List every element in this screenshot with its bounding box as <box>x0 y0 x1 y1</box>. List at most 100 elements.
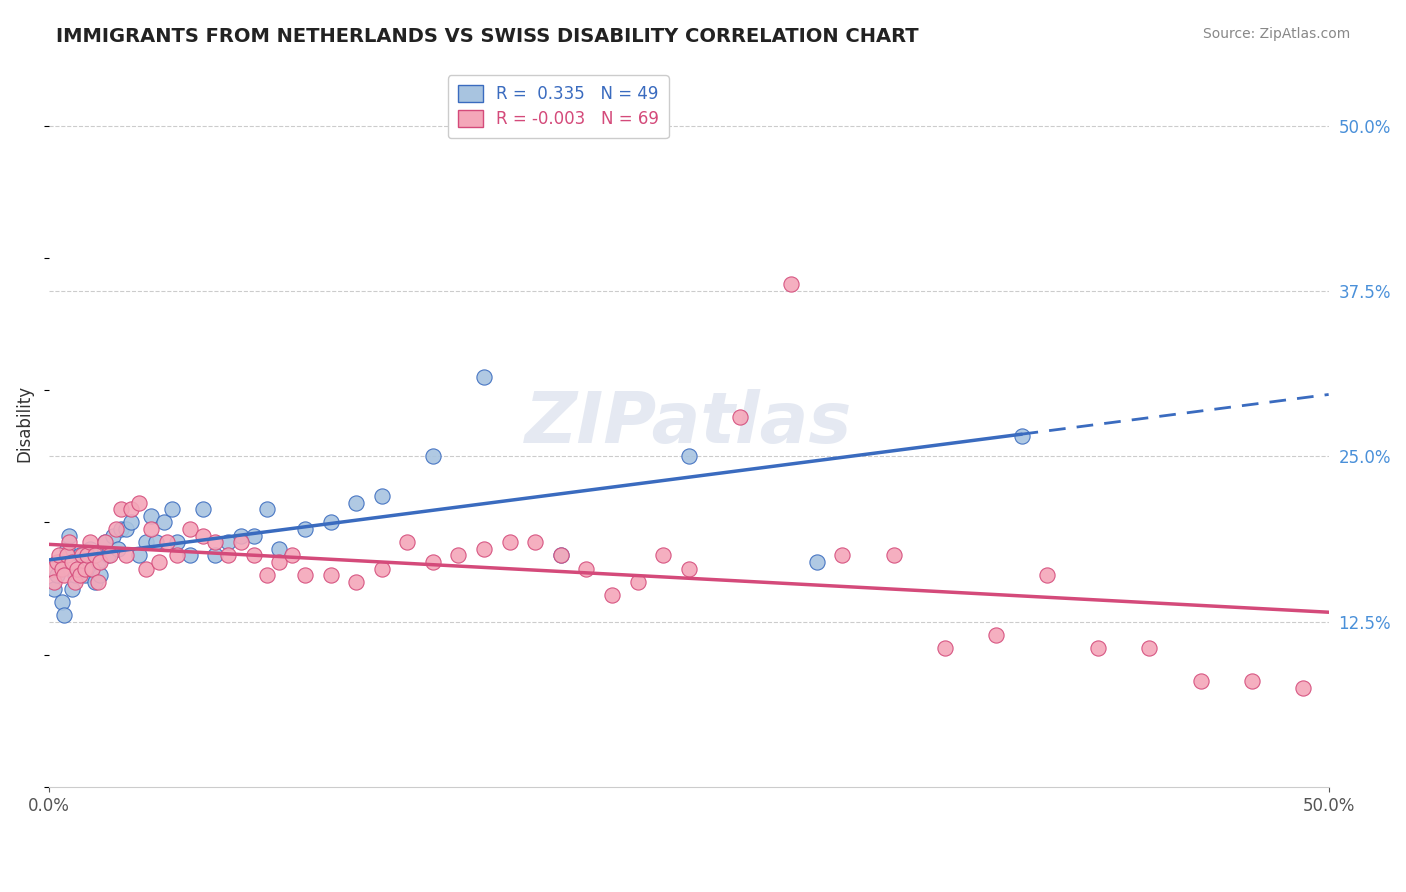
Point <box>42 582 65 596</box>
Legend: R =  0.335   N = 49, R = -0.003   N = 69: R = 0.335 N = 49, R = -0.003 N = 69 <box>447 75 669 138</box>
Point <box>269 555 291 569</box>
Point <box>229 535 252 549</box>
Point <box>370 562 392 576</box>
Point <box>60 582 83 596</box>
Point <box>294 522 316 536</box>
Point <box>204 549 226 563</box>
Point <box>934 640 956 655</box>
Point <box>76 549 98 563</box>
Point <box>104 522 127 536</box>
Point <box>107 541 129 556</box>
Point <box>73 562 96 576</box>
Point <box>883 549 905 563</box>
Point <box>56 541 79 556</box>
Point <box>41 562 63 576</box>
Point <box>472 541 495 556</box>
Point <box>100 549 122 563</box>
Point <box>422 450 444 464</box>
Point <box>984 628 1007 642</box>
Point <box>120 516 142 530</box>
Point <box>344 574 367 589</box>
Point <box>447 549 470 563</box>
Point <box>728 409 751 424</box>
Point <box>89 568 111 582</box>
Point <box>73 568 96 582</box>
Point <box>51 595 73 609</box>
Point <box>70 549 93 563</box>
Point <box>94 535 117 549</box>
Point <box>191 502 214 516</box>
Point <box>422 555 444 569</box>
Point <box>256 568 278 582</box>
Point <box>58 535 80 549</box>
Point <box>1189 674 1212 689</box>
Text: Source: ZipAtlas.com: Source: ZipAtlas.com <box>1202 27 1350 41</box>
Point <box>166 549 188 563</box>
Point <box>179 522 201 536</box>
Point <box>120 502 142 516</box>
Point <box>319 568 342 582</box>
Point <box>1087 640 1109 655</box>
Point <box>1292 681 1315 695</box>
Point <box>1011 429 1033 443</box>
Point <box>524 535 547 549</box>
Point <box>498 535 520 549</box>
Point <box>191 528 214 542</box>
Point <box>84 549 107 563</box>
Point <box>42 574 65 589</box>
Point <box>76 549 98 563</box>
Point <box>114 549 136 563</box>
Point <box>135 562 157 576</box>
Point <box>370 489 392 503</box>
Point <box>160 502 183 516</box>
Point <box>319 516 342 530</box>
Point <box>229 528 252 542</box>
Point <box>1139 640 1161 655</box>
Point <box>600 588 623 602</box>
Point <box>128 549 150 563</box>
Point <box>396 535 419 549</box>
Point <box>128 495 150 509</box>
Point <box>217 535 239 549</box>
Point <box>550 549 572 563</box>
Point <box>472 370 495 384</box>
Point <box>84 574 107 589</box>
Point <box>82 562 104 576</box>
Point <box>94 535 117 549</box>
Point <box>148 555 170 569</box>
Point <box>56 549 79 563</box>
Point <box>89 555 111 569</box>
Point <box>344 495 367 509</box>
Point <box>97 549 120 563</box>
Point <box>550 549 572 563</box>
Point <box>242 549 264 563</box>
Point <box>79 535 101 549</box>
Point <box>145 535 167 549</box>
Point <box>780 277 803 292</box>
Point <box>135 535 157 549</box>
Text: ZIPatlas: ZIPatlas <box>524 389 852 458</box>
Point <box>101 528 124 542</box>
Point <box>79 541 101 556</box>
Point <box>831 549 853 563</box>
Point <box>53 607 76 622</box>
Point <box>1240 674 1263 689</box>
Point <box>281 549 304 563</box>
Point <box>166 535 188 549</box>
Point <box>652 549 675 563</box>
Point <box>575 562 598 576</box>
Text: IMMIGRANTS FROM NETHERLANDS VS SWISS DISABILITY CORRELATION CHART: IMMIGRANTS FROM NETHERLANDS VS SWISS DIS… <box>56 27 920 45</box>
Point <box>51 562 73 576</box>
Point <box>141 508 163 523</box>
Point <box>110 522 132 536</box>
Point <box>45 568 67 582</box>
Point <box>110 502 132 516</box>
Point <box>179 549 201 563</box>
Point <box>156 535 179 549</box>
Point <box>114 522 136 536</box>
Point <box>69 568 91 582</box>
Point <box>153 516 176 530</box>
Point <box>82 562 104 576</box>
Point <box>69 549 91 563</box>
Point <box>204 535 226 549</box>
